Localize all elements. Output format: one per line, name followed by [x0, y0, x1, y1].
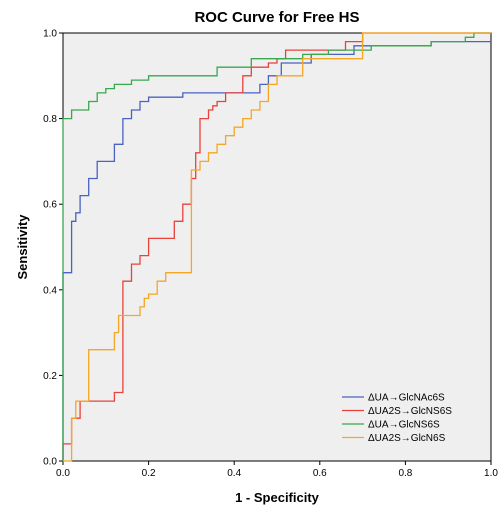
y-tick-label: 1.0: [43, 29, 57, 40]
chart-title: ROC Curve for Free HS: [194, 9, 359, 26]
legend: ΔUA→GlcNAc6S ΔUA2S→GlcNS6S ΔUA→GlcNS6S ΔUA2…: [342, 393, 452, 444]
x-tick-label: 0.4: [227, 468, 241, 479]
legend-label-0: ΔUA→GlcNAc6S: [368, 393, 445, 404]
x-axis-ticks: 0.0 0.2 0.4 0.6 0.8 1.0: [56, 461, 498, 479]
series-lines: [62, 32, 491, 462]
series-line-3: [63, 32, 491, 462]
series-line-0: [62, 40, 491, 461]
legend-label-3: ΔUA2S→GlcN6S: [368, 433, 446, 444]
x-tick-label: 0.8: [398, 468, 412, 479]
x-axis-label: 1 - Specificity: [235, 490, 320, 505]
x-tick-label: 1.0: [484, 468, 498, 479]
legend-label-2: ΔUA→GlcNS6S: [368, 420, 440, 431]
y-tick-label: 0.2: [43, 371, 57, 382]
legend-label-1: ΔUA2S→GlcNS6S: [368, 406, 452, 417]
y-tick-label: 0.4: [43, 285, 57, 296]
series-line-2: [62, 32, 491, 461]
series-line-1: [62, 32, 491, 461]
x-tick-label: 0.2: [142, 468, 156, 479]
x-tick-label: 0.6: [313, 468, 327, 479]
y-tick-label: 0.8: [43, 114, 57, 125]
plot-area: [62, 32, 492, 462]
y-axis-ticks: 0.0 0.2 0.4 0.6 0.8 1.0: [43, 29, 63, 468]
x-tick-label: 0.0: [56, 468, 70, 479]
y-tick-label: 0.6: [43, 200, 57, 211]
y-tick-label: 0.0: [43, 457, 57, 468]
y-axis-label: Sensitivity: [15, 214, 30, 280]
